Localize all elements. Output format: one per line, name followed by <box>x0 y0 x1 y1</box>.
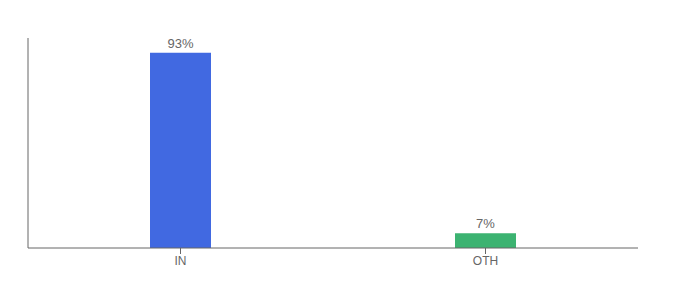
svg-text:7%: 7% <box>476 216 495 231</box>
svg-text:93%: 93% <box>167 36 193 51</box>
svg-text:IN: IN <box>175 254 187 268</box>
svg-text:OTH: OTH <box>473 254 498 268</box>
